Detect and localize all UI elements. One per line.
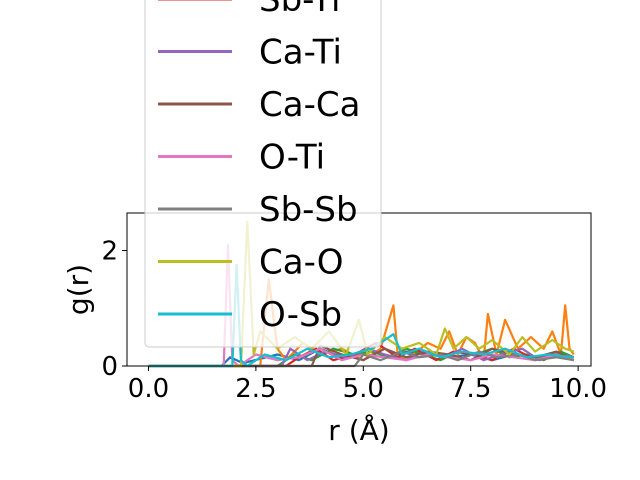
x-tick-label: 0.0 (128, 374, 169, 404)
legend: Sb-Ti Ca-Ti Ca-Ca O-Ti Sb-Sb Ca-O O-Sb (144, 0, 382, 348)
legend-label-sb-sb: Sb-Sb (259, 190, 358, 230)
x-axis-label: r (Å) (328, 413, 389, 447)
legend-label-sb-ti: Sb-Ti (259, 0, 340, 20)
legend-label-ca-ti: Ca-Ti (259, 33, 342, 73)
y-tick-label: 2 (101, 237, 118, 267)
series-line-sb-sb (148, 350, 574, 368)
x-tick-label: 5.0 (343, 374, 384, 404)
legend-label-ca-o: Ca-O (259, 243, 344, 283)
legend-label-o-ti: O-Ti (259, 138, 325, 178)
series-line-o-sb (148, 263, 574, 368)
legend-label-o-sb: O-Sb (259, 295, 342, 335)
y-axis-label: g(r) (62, 264, 95, 315)
x-tick-label: 2.5 (235, 374, 276, 404)
x-tick-label: 10.0 (549, 374, 607, 404)
axis-ticks: 0.0 2.5 5.0 7.5 10.0 0 2 (101, 237, 607, 404)
y-tick-label: 0 (101, 352, 118, 382)
x-tick-label: 7.5 (450, 374, 491, 404)
legend-label-ca-ca: Ca-Ca (259, 85, 360, 125)
